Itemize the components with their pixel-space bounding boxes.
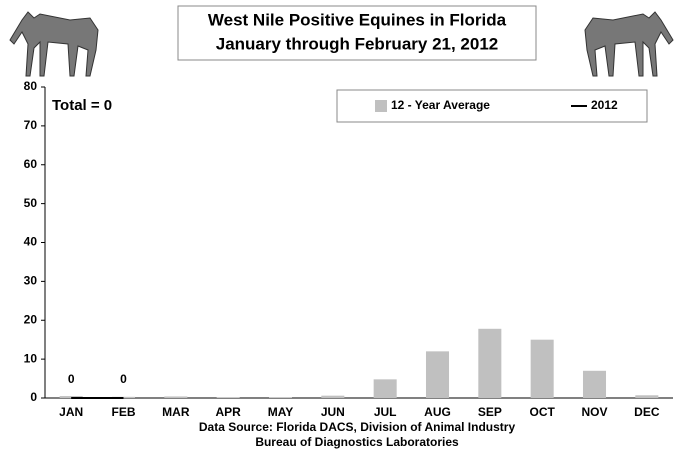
y-tick-label: 70 — [24, 118, 38, 132]
y-tick-label: 80 — [24, 79, 38, 93]
horse-icon — [585, 12, 673, 76]
legend-label: 2012 — [591, 98, 618, 112]
y-tick-label: 50 — [24, 196, 38, 210]
y-tick-label: 0 — [30, 390, 37, 404]
x-tick-label: AUG — [424, 405, 451, 419]
x-tick-label: NOV — [581, 405, 607, 419]
x-tick-label: DEC — [634, 405, 660, 419]
x-tick-label: OCT — [529, 405, 555, 419]
source: Bureau of Diagnostics Laboratories — [255, 435, 459, 449]
x-tick-label: MAR — [162, 405, 190, 419]
bar — [321, 396, 344, 398]
bar — [635, 395, 658, 398]
x-tick-label: MAY — [268, 405, 294, 419]
y-tick-label: 30 — [24, 274, 38, 288]
bar — [426, 351, 449, 398]
bar — [164, 396, 187, 398]
y-tick-label: 10 — [24, 351, 38, 365]
horse-icon — [10, 12, 98, 76]
x-tick-label: FEB — [112, 405, 136, 419]
y-tick-label: 60 — [24, 157, 38, 171]
legend-swatch — [375, 100, 387, 112]
x-tick-label: JUN — [321, 405, 345, 419]
chart: West Nile Positive Equines in Florida Ja… — [0, 0, 683, 466]
data-label: 0 — [68, 372, 75, 386]
legend-label: 12 - Year Average — [391, 98, 490, 112]
y-tick-label: 40 — [24, 235, 38, 249]
y-tick-label: 20 — [24, 312, 38, 326]
bar — [583, 371, 606, 398]
chart-subtitle: January through February 21, 2012 — [216, 34, 499, 53]
x-tick-label: JUL — [374, 405, 397, 419]
data-label: 0 — [120, 372, 127, 386]
x-tick-label: SEP — [478, 405, 502, 419]
source: Data Source: Florida DACS, Division of A… — [199, 420, 516, 434]
bar — [478, 329, 501, 398]
chart-title: West Nile Positive Equines in Florida — [208, 10, 507, 29]
annotation: Total = 0 — [52, 97, 112, 114]
x-tick-label: APR — [215, 405, 241, 419]
bar — [374, 379, 397, 398]
x-tick-label: JAN — [59, 405, 83, 419]
bar — [531, 340, 554, 398]
